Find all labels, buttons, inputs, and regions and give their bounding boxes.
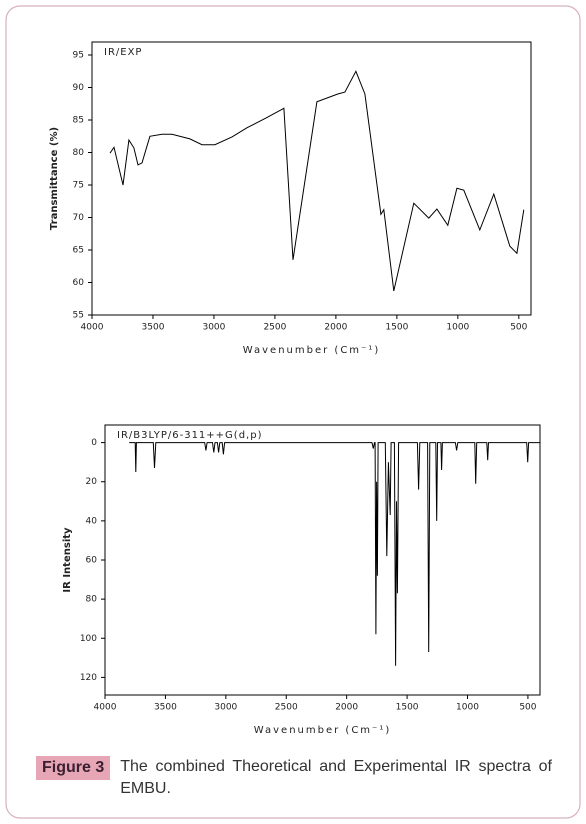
x-tick-label: 1500: [396, 703, 419, 713]
spectrum-line: [129, 442, 540, 666]
annotation: IR/B3LYP/6-311++G(d,p): [117, 430, 262, 441]
x-tick-label: 3500: [142, 323, 165, 333]
y-tick-label: 40: [86, 516, 98, 526]
y-tick-label: 80: [86, 595, 98, 605]
caption-text: The combined Theoretical and Experimenta…: [120, 758, 552, 797]
y-tick-label: 100: [80, 634, 97, 644]
y-tick-label: 120: [80, 673, 97, 683]
x-tick-label: 500: [519, 703, 536, 713]
caption-label: Figure 3: [36, 756, 111, 780]
y-tick-label: 20: [86, 477, 98, 487]
x-axis-title: Wavenumber (Cm⁻¹): [254, 725, 391, 736]
x-tick-label: 4000: [94, 703, 117, 713]
x-tick-label: 4000: [81, 323, 104, 333]
caption: Figure 3 The combined Theoretical and Ex…: [36, 756, 552, 800]
annotation: IR/EXP: [104, 47, 142, 58]
y-axis-title: Transmittance (%): [49, 127, 60, 230]
y-tick-label: 65: [73, 246, 84, 256]
x-tick-label: 3000: [202, 323, 225, 333]
x-tick-label: 2500: [263, 323, 286, 333]
plot-area: [104, 424, 541, 696]
x-tick-label: 500: [510, 323, 527, 333]
x-tick-label: 1000: [446, 323, 469, 333]
y-axis-title: IR Intensity: [62, 527, 73, 593]
x-tick-label: 3000: [214, 703, 237, 713]
y-tick-label: 0: [91, 438, 97, 448]
plot-area: [91, 41, 532, 316]
y-tick-label: 90: [73, 83, 85, 93]
y-tick-label: 60: [86, 556, 98, 566]
x-tick-label: 2000: [324, 323, 347, 333]
spectrum-line: [109, 70, 525, 292]
x-tick-label: 3500: [154, 703, 177, 713]
y-tick-label: 70: [73, 213, 85, 223]
frame: [5, 5, 581, 819]
x-tick-label: 1000: [456, 703, 479, 713]
x-tick-label: 2000: [335, 703, 358, 713]
y-tick-label: 95: [73, 51, 84, 61]
y-tick-label: 85: [73, 116, 84, 126]
y-tick-label: 60: [73, 278, 85, 288]
x-axis-title: Wavenumber (Cm⁻¹): [243, 345, 380, 356]
x-tick-label: 2500: [275, 703, 298, 713]
y-tick-label: 55: [73, 311, 84, 321]
x-tick-label: 1500: [385, 323, 408, 333]
y-tick-label: 80: [73, 148, 85, 158]
y-tick-label: 75: [73, 181, 84, 191]
